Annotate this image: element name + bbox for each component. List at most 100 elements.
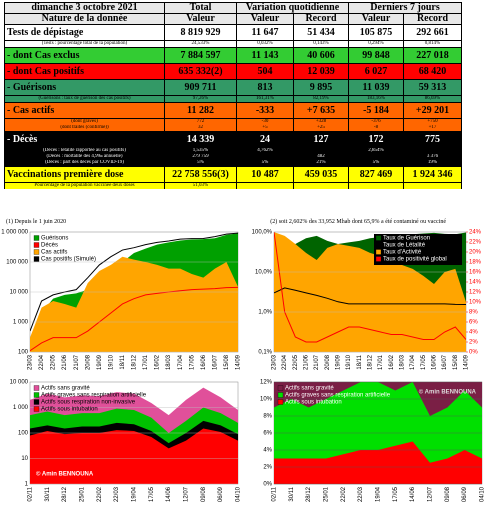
charts: 100 1 000 10 000 100 000 1 000 000 23/03 22/04…	[1, 230, 486, 502]
note-cell: +25	[292, 125, 350, 132]
watermark: © Amin BENNOUNA	[36, 471, 94, 478]
x-tick-label: 14/06	[410, 486, 416, 502]
y-tick-label: 100	[18, 350, 29, 356]
line	[30, 286, 238, 352]
plot	[274, 232, 466, 352]
x-tick-label: 23/03	[272, 354, 278, 370]
y2-tick-label: 12%	[469, 290, 482, 296]
note-row: (Décès : mortalité des 4,9‰ annuelle) 279…	[4, 154, 463, 160]
x-tick-label: 16/07	[442, 354, 448, 370]
legend-label: Actifs sous respiration non-invasive	[41, 400, 136, 406]
x-tick-label: 28/12	[62, 486, 68, 502]
x-tick-label: 04/10	[480, 486, 486, 502]
note-cell: 97,26%	[164, 95, 237, 103]
cell: 1 924 346	[403, 166, 463, 183]
y-tick-label: 4%	[263, 448, 272, 454]
legend-swatch	[33, 406, 40, 412]
y-tick-label: 1,0%	[258, 310, 272, 316]
x-tick-label: 30/11	[45, 486, 51, 501]
x-tick-label: 18/12	[132, 354, 138, 370]
x-tick-label: 21/07	[314, 354, 320, 370]
header-cell: Valeur	[164, 13, 237, 25]
header-cell: Valeur	[348, 13, 405, 25]
x-tick-label: 21/06	[62, 354, 68, 370]
y2-tick-label: 22%	[469, 240, 482, 246]
x-tick-label: 18/12	[368, 354, 374, 370]
cell: 22 758 556(3)	[164, 166, 237, 183]
x-tick-label: 09/08	[445, 486, 451, 502]
x-tick-label: 16/02	[155, 354, 161, 370]
note-row: (Tests : pourcentage total de la populat…	[4, 40, 463, 48]
table-row: - Guérisons 909 711 813 9 895 11 039 59 313	[4, 79, 463, 96]
x-tick-label: 06/09	[218, 486, 224, 502]
x-tick-label: 25/01	[324, 486, 330, 502]
x-tick-label: 19/10	[346, 354, 352, 370]
cell: 9 895	[292, 79, 350, 96]
area	[30, 256, 238, 352]
header-row: dimanche 3 octobre 2021 Total Variation qu…	[4, 2, 463, 14]
table-row: - Cas actifs 11 282 -333 +7 635 -5 184 +29 20…	[4, 102, 463, 119]
y-tick-label: 1 000	[13, 320, 29, 326]
x-tick-label: 18/03	[400, 354, 406, 370]
footnotes: (1) Depuis le 1 juin 2020 (2) soit 2,602…	[6, 219, 486, 225]
note-cell: 21%	[292, 160, 350, 167]
x-tick-label: 17/05	[393, 486, 399, 502]
y-tick-label: 10%	[260, 397, 273, 403]
chart: 0% 2% 4% 6% 8% 10% 12% 02/11 30/11 28/12 25/01 22/0…	[260, 380, 486, 502]
cell: 11 647	[236, 24, 294, 41]
cell: 68 420	[403, 63, 463, 80]
legend-label: Taux d'Activité	[383, 250, 422, 256]
footnote: (1) Depuis le 1 juin 2020	[6, 219, 67, 225]
area	[274, 232, 466, 352]
legend-swatch	[375, 242, 382, 248]
legend-swatch	[33, 242, 40, 248]
y2-tick-label: 24%	[469, 230, 482, 236]
y-tick-label: 2%	[263, 465, 272, 471]
x-tick-label: 17/05	[421, 354, 427, 370]
note-cell: +328	[292, 118, 350, 125]
x-tick-label: 22/03	[358, 486, 364, 502]
legend-swatch	[375, 249, 382, 255]
note-cell: 82,19%	[292, 95, 350, 103]
x-tick-label: 16/02	[389, 354, 395, 370]
cell: -5 184	[348, 102, 405, 119]
x-tick-label: 22/02	[97, 486, 103, 502]
x-tick-label: 14/09	[464, 354, 470, 370]
cell: 292 661	[403, 24, 463, 41]
note-row: (dont graves) 772 -30 +328 -376 +750	[4, 118, 463, 125]
y-tick-label: 8%	[263, 414, 272, 420]
x-tick-label: 14/09	[236, 354, 242, 370]
y-tick-label: 100	[18, 431, 29, 437]
area	[274, 441, 482, 484]
y2-tick-label: 0%	[469, 350, 478, 356]
chart: 1 10 100 1 000 10 000 02/11 30/11 28/12 25/01 22/…	[10, 380, 242, 502]
cell: 11 282	[164, 102, 237, 119]
line	[274, 232, 466, 343]
legend-swatch	[33, 249, 40, 255]
x-tick-label: 18/03	[166, 354, 172, 370]
x-tick-label: 18/11	[357, 354, 363, 369]
note-cell: 24,533%	[164, 40, 237, 48]
y2-tick-label: 18%	[469, 260, 482, 266]
cell: 827 469	[348, 166, 405, 183]
footnote: (2) soit 2,602% des 33,952 Mhab dont 65,…	[270, 219, 446, 225]
note-cell: 3 376	[403, 154, 463, 160]
note-cell	[348, 182, 405, 189]
legend-label: Actifs sans gravité	[41, 386, 90, 392]
note-cell: 0,032%	[236, 40, 294, 48]
note-cell: 183,16%	[348, 95, 405, 103]
row-label: - Cas actifs	[4, 102, 165, 119]
x-tick-label: 16/07	[212, 354, 218, 370]
row-label: - dont Cas exclus	[4, 47, 165, 64]
row-label: - dont Cas positifs	[4, 63, 165, 80]
legend-label: Actifs graves sans respiration artificie…	[41, 393, 147, 399]
x-tick-label: 15/08	[224, 354, 230, 370]
cell: 6 027	[348, 63, 405, 80]
legend-swatch	[277, 392, 284, 398]
legend-swatch	[33, 235, 40, 241]
cell: 14 339	[164, 131, 237, 148]
legend-label: Actifs sous intubation	[41, 407, 98, 413]
